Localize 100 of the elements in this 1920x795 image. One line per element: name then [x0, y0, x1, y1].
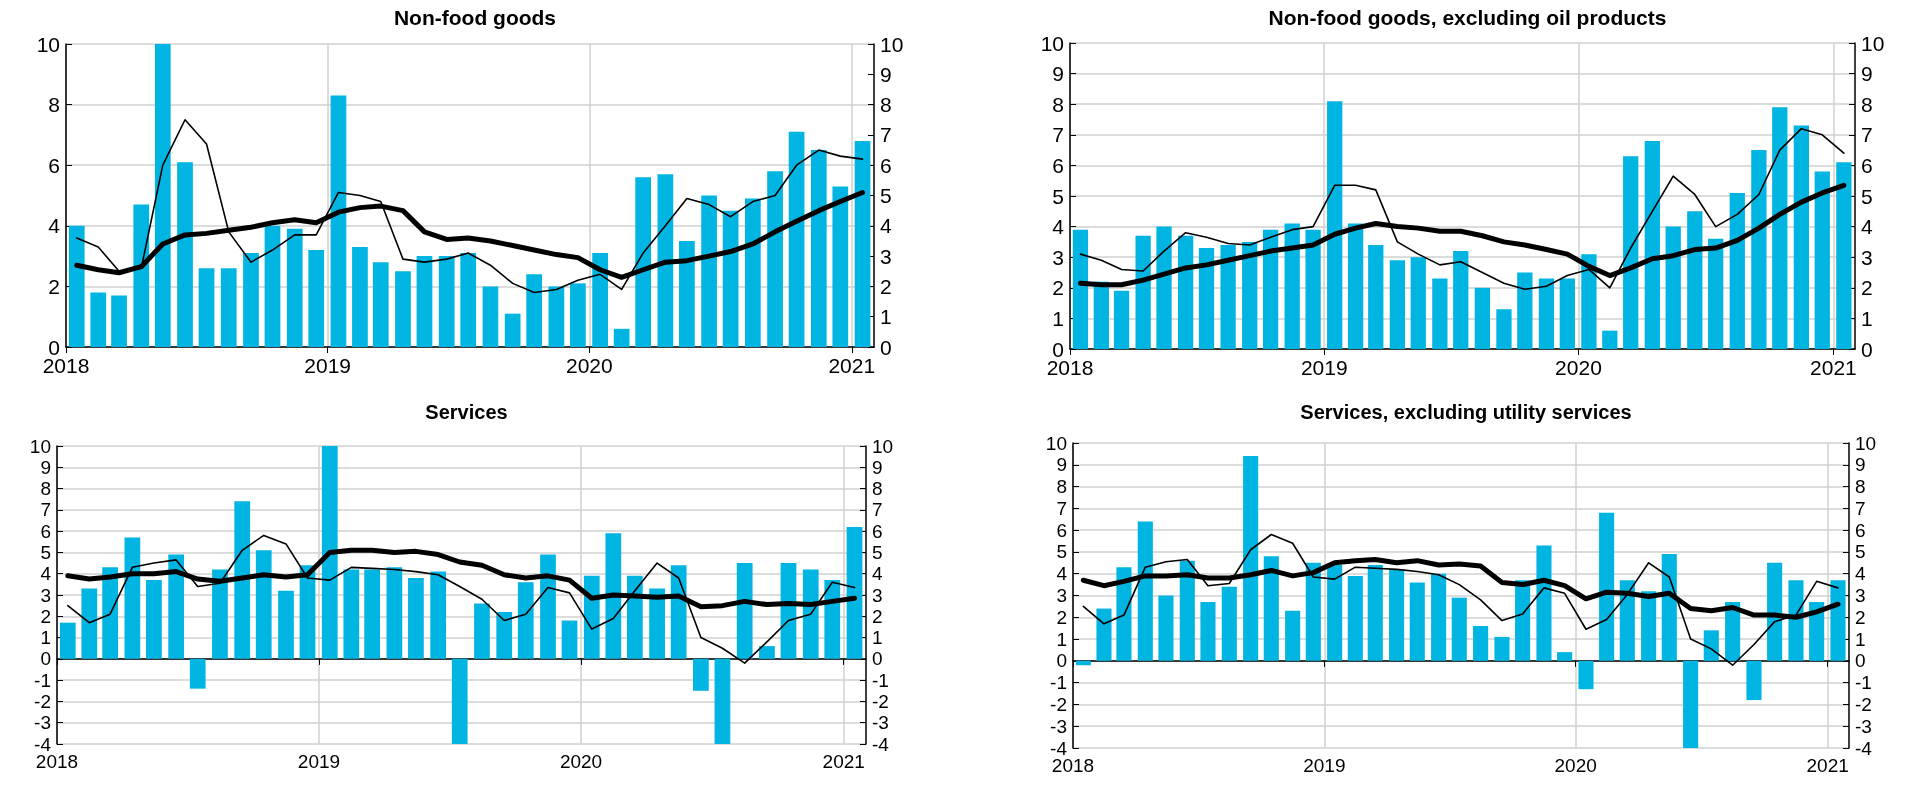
bar — [1096, 608, 1112, 661]
y-tick-label: 5 — [1052, 184, 1064, 208]
y2-tick-label: 1 — [872, 627, 883, 649]
bar — [670, 565, 687, 659]
bar — [1263, 556, 1279, 661]
y-tick-label: 9 — [1056, 454, 1067, 476]
y2-tick-label: -3 — [1855, 715, 1872, 737]
bar — [1746, 660, 1762, 701]
bar — [1284, 223, 1300, 349]
bar — [613, 328, 630, 347]
bar — [154, 44, 171, 347]
y2-tick-label: 4 — [1861, 215, 1873, 239]
y-tick-label: 5 — [40, 541, 51, 563]
bar — [1305, 562, 1321, 661]
y-tick-label: 10 — [1045, 432, 1067, 454]
bar — [90, 292, 107, 347]
bar — [1368, 244, 1384, 349]
bar — [81, 588, 98, 659]
y-tick-label: 2 — [48, 274, 60, 298]
x-tick-label: 2021 — [1806, 755, 1849, 776]
y-tick-label: 8 — [1056, 476, 1067, 498]
y2-tick-label: 3 — [872, 584, 883, 606]
bar — [1599, 512, 1615, 661]
bar — [308, 250, 325, 347]
bar — [1665, 226, 1681, 349]
bar — [343, 569, 360, 659]
y-tick-label: 7 — [40, 499, 51, 521]
y2-tick-label: 2 — [880, 274, 892, 298]
bar — [517, 582, 534, 659]
bar — [1641, 591, 1657, 661]
bar — [788, 131, 805, 347]
bar — [854, 140, 871, 347]
y-tick-label: 1 — [1052, 306, 1064, 330]
bar — [1623, 156, 1639, 349]
chart-title: Services, excluding utility services — [1300, 401, 1632, 423]
y2-tick-label: 9 — [1861, 62, 1873, 86]
y2-tick-label: 2 — [1855, 606, 1866, 628]
bar — [1347, 223, 1364, 349]
y-tick-label: 6 — [48, 153, 60, 177]
y2-tick-label: 4 — [1855, 563, 1866, 585]
y-tick-label: -3 — [1050, 715, 1067, 737]
bar — [189, 658, 206, 689]
chart-title: Services — [425, 401, 508, 423]
y2-tick-label: 6 — [1861, 153, 1873, 177]
x-tick-label: 2020 — [566, 354, 613, 377]
bar — [657, 174, 674, 347]
bar — [526, 274, 543, 347]
y2-tick-label: 9 — [880, 62, 892, 86]
y-tick-label: 9 — [1052, 62, 1064, 86]
bar — [1200, 602, 1216, 661]
bar — [1198, 248, 1215, 349]
bar — [474, 603, 490, 659]
y2-tick-label: 10 — [880, 32, 904, 56]
bar — [736, 563, 753, 659]
bar — [846, 526, 863, 659]
y2-tick-label: 7 — [1861, 123, 1873, 147]
bar — [1661, 554, 1677, 661]
y2-tick-label: 7 — [872, 499, 883, 521]
bar — [264, 225, 281, 347]
bar — [1515, 580, 1531, 661]
y-tick-label: 8 — [1052, 92, 1064, 116]
bar — [102, 567, 118, 659]
bar — [364, 569, 380, 659]
y2-tick-label: -4 — [1855, 737, 1873, 759]
y-tick-label: 10 — [36, 32, 60, 56]
bar — [1135, 235, 1151, 349]
y-tick-label: 3 — [40, 584, 51, 606]
y-tick-label: 4 — [48, 214, 61, 238]
bar — [234, 501, 251, 659]
x-tick-label: 2019 — [1300, 356, 1348, 379]
bar — [1703, 630, 1719, 661]
y-tick-label: 2 — [1056, 606, 1067, 628]
y-tick-label: 7 — [1052, 123, 1064, 147]
bar — [744, 198, 761, 347]
bar — [1830, 580, 1846, 661]
bar — [635, 177, 651, 347]
y2-tick-label: 5 — [1861, 184, 1873, 208]
bar — [482, 286, 499, 347]
bar — [59, 622, 76, 659]
bar — [649, 588, 665, 659]
x-tick-label: 2020 — [1555, 356, 1602, 379]
bar — [1729, 192, 1745, 349]
y-tick-label: 9 — [40, 456, 51, 478]
y2-tick-label: 4 — [872, 563, 883, 585]
bar — [1557, 652, 1573, 661]
bar — [810, 150, 827, 347]
bar — [1517, 272, 1533, 349]
y2-tick-label: 1 — [1855, 628, 1866, 650]
y2-tick-label: 3 — [1861, 245, 1873, 269]
bar — [592, 253, 608, 347]
bar — [1327, 565, 1343, 661]
line-series — [75, 118, 864, 294]
y-tick-label: 2 — [1052, 276, 1064, 300]
bar — [330, 95, 347, 347]
y-tick-label: 5 — [1056, 541, 1067, 563]
x-tick-label: 2021 — [1810, 356, 1857, 379]
bar — [1578, 660, 1594, 690]
y2-tick-label: 7 — [880, 123, 892, 147]
y-tick-label: 3 — [1056, 585, 1067, 606]
y2-tick-label: 7 — [1855, 497, 1866, 519]
